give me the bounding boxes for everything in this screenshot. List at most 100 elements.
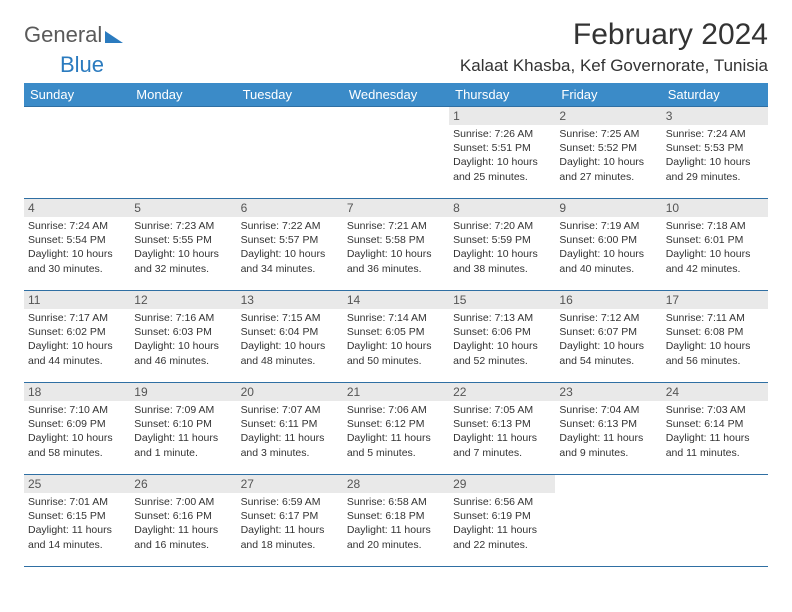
calendar-cell: . <box>130 107 236 199</box>
weekday-header: Sunday <box>24 83 130 107</box>
weekday-header: Thursday <box>449 83 555 107</box>
calendar-cell: 13Sunrise: 7:15 AMSunset: 6:04 PMDayligh… <box>237 291 343 383</box>
calendar-week: 11 Sunrise: 7:17 AMSunset: 6:02 PMDayligh… <box>24 291 768 383</box>
day-info: Sunrise: 7:01 AMSunset: 6:15 PMDaylight:… <box>28 495 126 552</box>
calendar-cell: 16 Sunrise: 7:12 AMSunset: 6:07 PMDayligh… <box>555 291 661 383</box>
calendar-cell: 14 Sunrise: 7:14 AMSunset: 6:05 PMDayligh… <box>343 291 449 383</box>
weekday-header: Wednesday <box>343 83 449 107</box>
calendar-cell: 20 Sunrise: 7:07 AMSunset: 6:11 PMDayligh… <box>237 383 343 475</box>
day-info: Sunrise: 7:15 AMSunset: 6:04 PMDaylight:… <box>241 311 339 368</box>
day-number: 29 <box>449 475 555 493</box>
day-info: Sunrise: 6:58 AMSunset: 6:18 PMDaylight:… <box>347 495 445 552</box>
day-info: Sunrise: 7:19 AMSunset: 6:00 PMDaylight:… <box>559 219 657 276</box>
day-info: Sunrise: 7:17 AMSunset: 6:02 PMDaylight:… <box>28 311 126 368</box>
day-number: 27 <box>237 475 343 493</box>
day-number: 2 <box>555 107 661 125</box>
day-number: 9 <box>555 199 661 217</box>
calendar-cell: . <box>343 107 449 199</box>
calendar-cell: 21 Sunrise: 7:06 AMSunset: 6:12 PMDayligh… <box>343 383 449 475</box>
day-number: 19 <box>130 383 236 401</box>
day-info: Sunrise: 7:24 AMSunset: 5:54 PMDaylight:… <box>28 219 126 276</box>
calendar-cell: 7Sunrise: 7:21 AMSunset: 5:58 PMDaylight… <box>343 199 449 291</box>
day-number: 5 <box>130 199 236 217</box>
calendar-cell: 26Sunrise: 7:00 AMSunset: 6:16 PMDayligh… <box>130 475 236 567</box>
calendar-cell: 29 Sunrise: 6:56 AMSunset: 6:19 PMDayligh… <box>449 475 555 567</box>
day-number: 28 <box>343 475 449 493</box>
calendar-cell: 5 Sunrise: 7:23 AMSunset: 5:55 PMDaylight… <box>130 199 236 291</box>
day-number: 3 <box>662 107 768 125</box>
month-title: February 2024 <box>460 18 768 52</box>
day-info: Sunrise: 7:05 AMSunset: 6:13 PMDaylight:… <box>453 403 551 460</box>
title-block: February 2024 Kalaat Khasba, Kef Governo… <box>460 18 768 76</box>
day-number: 12 <box>130 291 236 309</box>
calendar-cell: 2 Sunrise: 7:25 AMSunset: 5:52 PMDaylight… <box>555 107 661 199</box>
calendar-cell: 18Sunrise: 7:10 AMSunset: 6:09 PMDayligh… <box>24 383 130 475</box>
logo: General <box>24 24 125 46</box>
calendar-cell: 3 Sunrise: 7:24 AMSunset: 5:53 PMDaylight… <box>662 107 768 199</box>
calendar-cell: . <box>662 475 768 567</box>
day-info: Sunrise: 7:07 AMSunset: 6:11 PMDaylight:… <box>241 403 339 460</box>
day-info: Sunrise: 7:03 AMSunset: 6:14 PMDaylight:… <box>666 403 764 460</box>
day-info: Sunrise: 7:13 AMSunset: 6:06 PMDaylight:… <box>453 311 551 368</box>
day-info: Sunrise: 7:25 AMSunset: 5:52 PMDaylight:… <box>559 127 657 184</box>
calendar-cell: 22 Sunrise: 7:05 AMSunset: 6:13 PMDayligh… <box>449 383 555 475</box>
day-number: 21 <box>343 383 449 401</box>
day-number: 20 <box>237 383 343 401</box>
calendar-cell: 27 Sunrise: 6:59 AMSunset: 6:17 PMDayligh… <box>237 475 343 567</box>
calendar-cell: 9 Sunrise: 7:19 AMSunset: 6:00 PMDaylight… <box>555 199 661 291</box>
calendar-body: ....1Sunrise: 7:26 AMSunset: 5:51 PMDayl… <box>24 107 768 567</box>
calendar-week: 18Sunrise: 7:10 AMSunset: 6:09 PMDayligh… <box>24 383 768 475</box>
calendar-cell: 6 Sunrise: 7:22 AMSunset: 5:57 PMDaylight… <box>237 199 343 291</box>
day-number: 14 <box>343 291 449 309</box>
day-number: 25 <box>24 475 130 493</box>
calendar-cell: 24Sunrise: 7:03 AMSunset: 6:14 PMDayligh… <box>662 383 768 475</box>
calendar-cell: 12 Sunrise: 7:16 AMSunset: 6:03 PMDayligh… <box>130 291 236 383</box>
day-info: Sunrise: 7:09 AMSunset: 6:10 PMDaylight:… <box>134 403 232 460</box>
calendar-cell: 10Sunrise: 7:18 AMSunset: 6:01 PMDayligh… <box>662 199 768 291</box>
day-number: 22 <box>449 383 555 401</box>
calendar-cell: 15 Sunrise: 7:13 AMSunset: 6:06 PMDayligh… <box>449 291 555 383</box>
weekday-header: Tuesday <box>237 83 343 107</box>
weekday-header: Friday <box>555 83 661 107</box>
day-info: Sunrise: 6:59 AMSunset: 6:17 PMDaylight:… <box>241 495 339 552</box>
calendar-page: General February 2024 Kalaat Khasba, Kef… <box>0 0 792 567</box>
calendar-cell: . <box>237 107 343 199</box>
location: Kalaat Khasba, Kef Governorate, Tunisia <box>460 56 768 76</box>
day-info: Sunrise: 6:56 AMSunset: 6:19 PMDaylight:… <box>453 495 551 552</box>
day-number: 10 <box>662 199 768 217</box>
day-number: 11 <box>24 291 130 309</box>
calendar-cell: 11 Sunrise: 7:17 AMSunset: 6:02 PMDayligh… <box>24 291 130 383</box>
day-number: 6 <box>237 199 343 217</box>
calendar-cell: 8 Sunrise: 7:20 AMSunset: 5:59 PMDaylight… <box>449 199 555 291</box>
day-number: 15 <box>449 291 555 309</box>
calendar-cell: 28 Sunrise: 6:58 AMSunset: 6:18 PMDayligh… <box>343 475 449 567</box>
day-info: Sunrise: 7:14 AMSunset: 6:05 PMDaylight:… <box>347 311 445 368</box>
calendar-head: Sunday Monday Tuesday Wednesday Thursday… <box>24 83 768 107</box>
day-info: Sunrise: 7:26 AMSunset: 5:51 PMDaylight:… <box>453 127 551 184</box>
day-info: Sunrise: 7:12 AMSunset: 6:07 PMDaylight:… <box>559 311 657 368</box>
day-number: 1 <box>449 107 555 125</box>
calendar-cell: . <box>555 475 661 567</box>
day-number: 8 <box>449 199 555 217</box>
calendar-cell: . <box>24 107 130 199</box>
day-number: 4 <box>24 199 130 217</box>
day-number: 7 <box>343 199 449 217</box>
calendar-table: Sunday Monday Tuesday Wednesday Thursday… <box>24 83 768 567</box>
day-info: Sunrise: 7:10 AMSunset: 6:09 PMDaylight:… <box>28 403 126 460</box>
logo-word-1: General <box>24 24 102 46</box>
day-info: Sunrise: 7:11 AMSunset: 6:08 PMDaylight:… <box>666 311 764 368</box>
calendar-week: ....1Sunrise: 7:26 AMSunset: 5:51 PMDayl… <box>24 107 768 199</box>
day-number: 16 <box>555 291 661 309</box>
day-info: Sunrise: 7:20 AMSunset: 5:59 PMDaylight:… <box>453 219 551 276</box>
day-info: Sunrise: 7:06 AMSunset: 6:12 PMDaylight:… <box>347 403 445 460</box>
calendar-week: 25 Sunrise: 7:01 AMSunset: 6:15 PMDayligh… <box>24 475 768 567</box>
day-info: Sunrise: 7:23 AMSunset: 5:55 PMDaylight:… <box>134 219 232 276</box>
calendar-cell: 25 Sunrise: 7:01 AMSunset: 6:15 PMDayligh… <box>24 475 130 567</box>
weekday-row: Sunday Monday Tuesday Wednesday Thursday… <box>24 83 768 107</box>
day-info: Sunrise: 7:22 AMSunset: 5:57 PMDaylight:… <box>241 219 339 276</box>
weekday-header: Saturday <box>662 83 768 107</box>
day-info: Sunrise: 7:16 AMSunset: 6:03 PMDaylight:… <box>134 311 232 368</box>
calendar-cell: 17Sunrise: 7:11 AMSunset: 6:08 PMDayligh… <box>662 291 768 383</box>
calendar-week: 4 Sunrise: 7:24 AMSunset: 5:54 PMDaylight… <box>24 199 768 291</box>
day-info: Sunrise: 7:24 AMSunset: 5:53 PMDaylight:… <box>666 127 764 184</box>
